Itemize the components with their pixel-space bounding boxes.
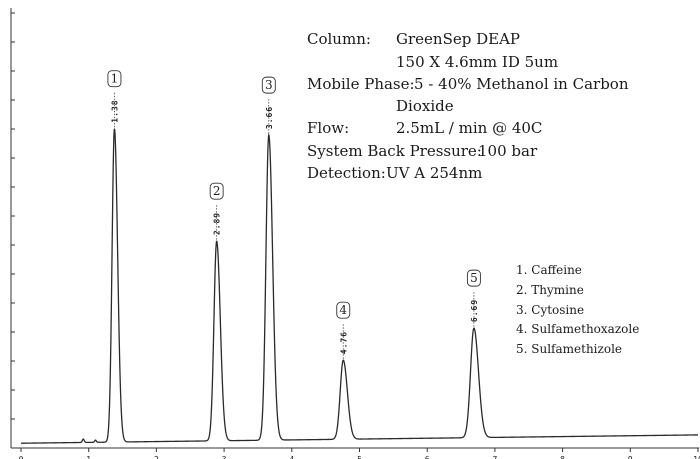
legend-entry-1: 1. Caffeine [516,263,582,277]
legend-entry-5: 5. Sulfamethizole [516,342,622,356]
peak-3-annotation: 3.66 3 [261,76,276,136]
condition-value-6: UV A 254nm [386,164,482,182]
legend-entry-2: 2. Thymine [516,283,584,297]
peak-3-number: 3 [265,78,273,92]
peak-2-retention-time: 2.89 [213,212,222,235]
peak-5-number-box [466,269,481,287]
peak-3-number-box [261,76,276,94]
x-tick-label: 7 [492,455,497,459]
condition-label-0: Column: [307,30,371,48]
x-tick-label: 2 [154,455,159,459]
condition-label-2: Mobile Phase: [307,75,415,93]
condition-label-6: Detection: [307,164,386,182]
x-tick-label: 9 [628,455,633,459]
peak-1-annotation: 1.38 1 [107,70,122,129]
peak-1-number: 1 [111,72,119,86]
compound-legend: 1. Caffeine 2. Thymine 3. Cytosine 4. Su… [516,263,639,356]
peak-4-retention-time: 4.76 [339,331,348,354]
chromatogram-trace [20,128,698,444]
peak-labels: 1.38 1 2.89 2 3.66 3 4.76 4 6.69 5 [107,70,481,361]
peak-2-number: 2 [213,184,221,198]
x-tick-label: 5 [357,455,362,459]
condition-label-5: System Back Pressure: [307,142,482,160]
condition-value-5: 100 bar [478,142,538,160]
peak-2-annotation: 2.89 2 [209,182,224,242]
condition-value-1: 150 X 4.6mm ID 5um [396,53,558,71]
x-tick-label: 0 [19,455,24,459]
x-tick-label: 10 [693,455,700,459]
conditions-block: Column: GreenSep DEAP 150 X 4.6mm ID 5um… [307,30,629,182]
legend-entry-4: 4. Sulfamethoxazole [516,322,639,336]
peak-1-number-box [107,70,122,88]
condition-label-4: Flow: [307,119,349,137]
condition-value-3: Dioxide [396,97,454,115]
peak-5-retention-time: 6.69 [470,299,479,322]
x-tick-label: 4 [289,455,294,459]
condition-value-0: GreenSep DEAP [396,30,520,48]
peak-4-number: 4 [339,303,347,317]
peak-2-number-box [209,182,224,200]
peak-5-number: 5 [470,271,478,285]
axes: 0 1 2 3 4 5 6 7 8 9 10 [10,8,700,459]
x-tick-label: 8 [560,455,565,459]
condition-value-4: 2.5mL / min @ 40C [396,119,542,137]
peak-3-retention-time: 3.66 [265,106,274,129]
peak-1-retention-time: 1.38 [110,99,119,122]
peak-5-annotation: 6.69 5 [466,269,481,329]
x-tick-label: 6 [425,455,430,459]
x-tick-label: 1 [86,455,91,459]
condition-value-2: 5 - 40% Methanol in Carbon [414,75,629,93]
peak-4-number-box [336,301,351,319]
legend-entry-3: 3. Cytosine [516,303,584,317]
peak-4-annotation: 4.76 4 [336,301,351,361]
x-tick-label: 3 [222,455,227,459]
